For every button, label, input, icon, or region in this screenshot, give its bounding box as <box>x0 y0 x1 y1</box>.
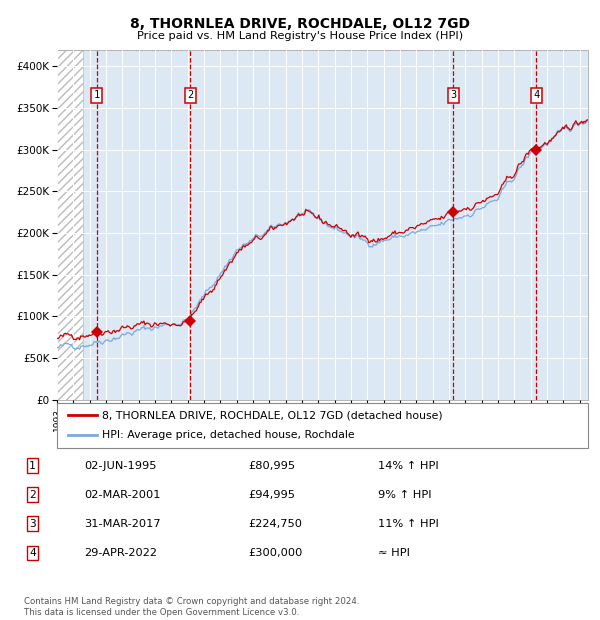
Text: 1: 1 <box>94 91 100 100</box>
Text: £300,000: £300,000 <box>248 548 303 558</box>
Text: 2: 2 <box>29 490 36 500</box>
Text: 3: 3 <box>29 519 36 529</box>
Text: 8, THORNLEA DRIVE, ROCHDALE, OL12 7GD: 8, THORNLEA DRIVE, ROCHDALE, OL12 7GD <box>130 17 470 30</box>
Text: 4: 4 <box>533 91 539 100</box>
Text: 14% ↑ HPI: 14% ↑ HPI <box>378 461 439 471</box>
Text: 1: 1 <box>29 461 36 471</box>
Bar <box>57 50 83 400</box>
Text: 11% ↑ HPI: 11% ↑ HPI <box>378 519 439 529</box>
Text: 02-JUN-1995: 02-JUN-1995 <box>84 461 157 471</box>
Text: Contains HM Land Registry data © Crown copyright and database right 2024.
This d: Contains HM Land Registry data © Crown c… <box>24 598 359 617</box>
Text: 02-MAR-2001: 02-MAR-2001 <box>84 490 161 500</box>
Text: ≈ HPI: ≈ HPI <box>378 548 410 558</box>
Text: 2: 2 <box>187 91 194 100</box>
Text: HPI: Average price, detached house, Rochdale: HPI: Average price, detached house, Roch… <box>102 430 355 440</box>
Text: 31-MAR-2017: 31-MAR-2017 <box>84 519 161 529</box>
Text: £80,995: £80,995 <box>248 461 296 471</box>
Text: 8, THORNLEA DRIVE, ROCHDALE, OL12 7GD (detached house): 8, THORNLEA DRIVE, ROCHDALE, OL12 7GD (d… <box>102 410 443 420</box>
Text: £224,750: £224,750 <box>248 519 302 529</box>
Text: £94,995: £94,995 <box>248 490 295 500</box>
Text: 4: 4 <box>29 548 36 558</box>
Text: Price paid vs. HM Land Registry's House Price Index (HPI): Price paid vs. HM Land Registry's House … <box>137 31 463 41</box>
Text: 9% ↑ HPI: 9% ↑ HPI <box>378 490 431 500</box>
Text: 29-APR-2022: 29-APR-2022 <box>84 548 157 558</box>
Text: 3: 3 <box>450 91 457 100</box>
